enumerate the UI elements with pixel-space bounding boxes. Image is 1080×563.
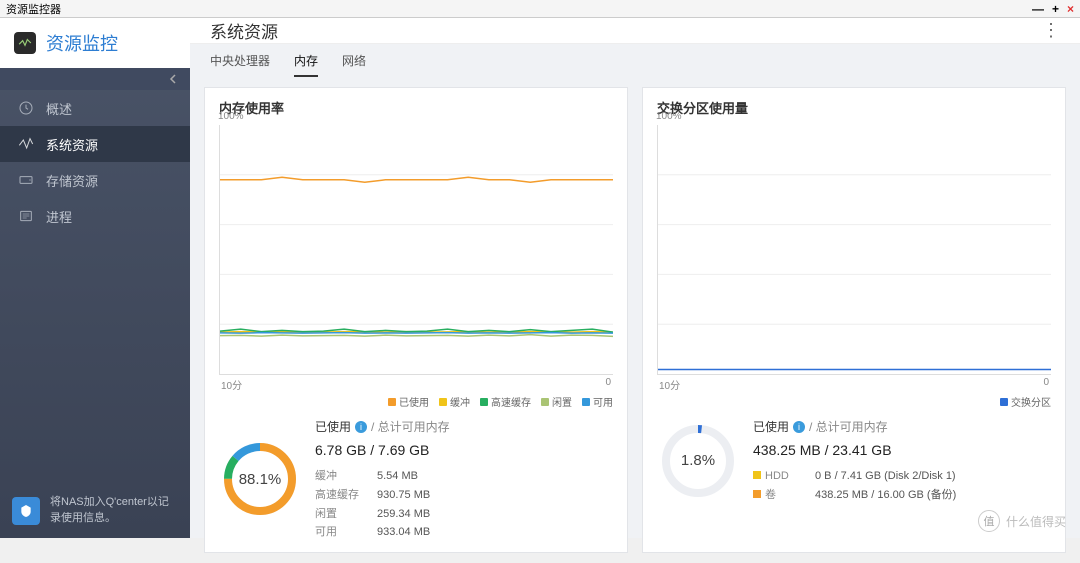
sidebar-item-label: 概述 [46, 99, 72, 118]
window-titlebar: 资源监控器 — + × [0, 0, 1080, 18]
memory-stat-text: 已使用 i / 总计可用内存 6.78 GB / 7.69 GB 缓冲5.54 … [315, 417, 450, 542]
page-title: 系统资源 [210, 18, 278, 43]
stat-main: 6.78 GB / 7.69 GB [315, 439, 450, 463]
hdd-icon [18, 172, 34, 188]
legend-item: 交换分区 [1000, 394, 1051, 409]
sidebar-item-label: 系统资源 [46, 135, 98, 154]
memory-chart: 100% [219, 125, 613, 375]
legend-item: 高速缓存 [480, 394, 531, 409]
xaxis-right: 0 [605, 377, 611, 392]
sidebar-item-label: 进程 [46, 207, 72, 226]
activity-icon [18, 136, 34, 152]
stat-head-suffix: / 总计可用内存 [809, 417, 888, 437]
swap-panel: 交换分区使用量 100% 10分 0 交换分区 1.8% 已使 [642, 87, 1066, 553]
legend-item: 可用 [582, 394, 613, 409]
memory-panel: 内存使用率 100% 10分 0 已使用缓冲高速缓存闲置可用 88.1% [204, 87, 628, 553]
qcenter-icon [12, 497, 40, 525]
legend-item: 闲置 [541, 394, 572, 409]
xaxis-right: 0 [1043, 377, 1049, 392]
legend-item: 已使用 [388, 394, 429, 409]
sidebar-item-process[interactable]: 进程 [0, 198, 190, 234]
sidebar-item-system[interactable]: 系统资源 [0, 126, 190, 162]
legend-item: 缓冲 [439, 394, 470, 409]
close-button[interactable]: × [1067, 2, 1074, 16]
stat-main: 438.25 MB / 23.41 GB [753, 439, 956, 463]
memory-legend: 已使用缓冲高速缓存闲置可用 [219, 394, 613, 409]
info-icon[interactable]: i [793, 421, 805, 433]
list-icon [18, 208, 34, 224]
chart-xaxis: 10分 0 [657, 377, 1051, 392]
stat-row: HDD0 B / 7.41 GB (Disk 2/Disk 1) [753, 467, 956, 486]
memory-donut: 88.1% [219, 438, 301, 520]
chevron-left-icon [168, 74, 178, 84]
chart-ymax: 100% [656, 111, 682, 122]
swap-stat-text: 已使用 i / 总计可用内存 438.25 MB / 23.41 GB HDD0… [753, 417, 956, 505]
tab-cpu[interactable]: 中央处理器 [210, 52, 270, 77]
main-header: 系统资源 ⋮ [190, 18, 1080, 44]
stat-row: 闲置259.34 MB [315, 505, 450, 524]
panel-title: 交换分区使用量 [657, 98, 1051, 117]
clock-icon [18, 100, 34, 116]
chart-ymax: 100% [218, 111, 244, 122]
app-header: 资源监控 [0, 18, 190, 68]
window-title: 资源监控器 [6, 1, 61, 17]
info-icon[interactable]: i [355, 421, 367, 433]
swap-stats: 1.8% 已使用 i / 总计可用内存 438.25 MB / 23.41 GB… [657, 417, 1051, 505]
app-icon [14, 32, 36, 54]
tabs: 中央处理器 内存 网络 [190, 44, 1080, 77]
sidebar-item-overview[interactable]: 概述 [0, 90, 190, 126]
stat-row: 可用933.04 MB [315, 523, 450, 542]
sidebar-item-storage[interactable]: 存储资源 [0, 162, 190, 198]
swap-chart: 100% [657, 125, 1051, 375]
sidebar-footer-text: 将NAS加入Q'center以记录使用信息。 [50, 495, 178, 526]
panel-title: 内存使用率 [219, 98, 613, 117]
maximize-button[interactable]: + [1052, 2, 1059, 16]
swap-legend: 交换分区 [657, 394, 1051, 409]
minimize-button[interactable]: — [1032, 2, 1044, 16]
donut-percent: 1.8% [657, 420, 739, 502]
sidebar-item-label: 存储资源 [46, 171, 98, 190]
chart-xaxis: 10分 0 [219, 377, 613, 392]
stat-head-suffix: / 总计可用内存 [371, 417, 450, 437]
xaxis-left: 10分 [659, 377, 680, 392]
tab-network[interactable]: 网络 [342, 52, 366, 77]
sidebar-footer: 将NAS加入Q'center以记录使用信息。 [0, 483, 190, 538]
swap-donut: 1.8% [657, 420, 739, 502]
more-menu-button[interactable]: ⋮ [1042, 20, 1060, 41]
stat-row: 缓冲5.54 MB [315, 467, 450, 486]
memory-stats: 88.1% 已使用 i / 总计可用内存 6.78 GB / 7.69 GB 缓… [219, 417, 613, 542]
app-title: 资源监控 [46, 30, 118, 56]
sidebar: 资源监控 概述 系统资源 存储资源 进程 将NAS加入Q'center以记录使用… [0, 18, 190, 538]
window-controls: — + × [1032, 2, 1074, 16]
stat-row: 卷438.25 MB / 16.00 GB (备份) [753, 486, 956, 505]
tab-memory[interactable]: 内存 [294, 52, 318, 77]
main-area: 系统资源 ⋮ 中央处理器 内存 网络 内存使用率 100% 10分 0 已使用缓… [190, 18, 1080, 538]
xaxis-left: 10分 [221, 377, 242, 392]
stat-head-label: 已使用 [753, 417, 789, 437]
stat-row: 高速缓存930.75 MB [315, 486, 450, 505]
donut-percent: 88.1% [219, 438, 301, 520]
stat-head-label: 已使用 [315, 417, 351, 437]
sidebar-collapse[interactable] [0, 68, 190, 90]
